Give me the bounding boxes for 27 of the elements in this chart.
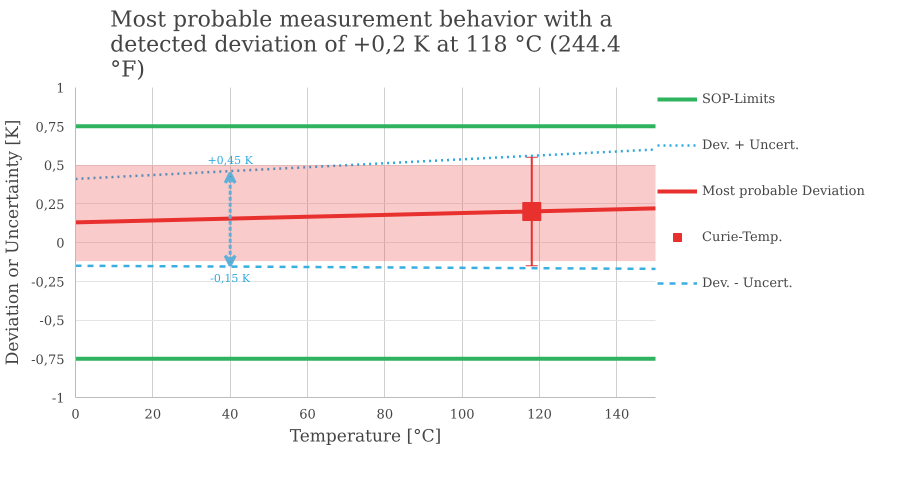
legend-label: Dev. - Uncert. <box>702 276 793 290</box>
x-tick-label: 140 <box>604 408 630 422</box>
legend-label: Curie-Temp. <box>702 230 782 244</box>
y-tick-label: 0,75 <box>36 120 65 136</box>
y-tick-label: -0,25 <box>31 275 65 290</box>
x-tick-label: 120 <box>527 408 552 422</box>
x-tick-label: 60 <box>299 408 316 422</box>
y-tick-label: -0,5 <box>39 314 65 329</box>
legend-label: SOP-Limits <box>702 92 776 106</box>
x-axis-title: Temperature [°C] <box>290 426 442 446</box>
y-tick-label: -1 <box>52 392 65 406</box>
y-tick-label: 0,5 <box>44 159 65 174</box>
x-tick-label: 40 <box>222 408 238 422</box>
x-tick-label: 80 <box>376 408 394 422</box>
legend-label: Dev. + Uncert. <box>702 138 800 152</box>
x-tick-label: 100 <box>450 408 475 422</box>
chart-title: Most probable measurement behavior with a detected deviation of +0,2 K at 118 °C (244.4 °F) <box>110 8 621 82</box>
legend-label: Most probable Deviation <box>702 184 865 198</box>
x-tick-label: 0 <box>71 408 80 422</box>
y-tick-label: -0,75 <box>31 352 65 368</box>
y-tick-label: 1 <box>56 82 65 96</box>
annotation: +0,45 K <box>207 154 254 167</box>
x-tick-label: 20 <box>144 408 162 422</box>
y-axis-title: Deviation or Uncertainty [K] <box>3 120 24 366</box>
annotation: -0,15 K <box>210 272 251 285</box>
y-tick-label: 0 <box>56 236 65 252</box>
y-tick-label: 0,25 <box>36 198 65 213</box>
